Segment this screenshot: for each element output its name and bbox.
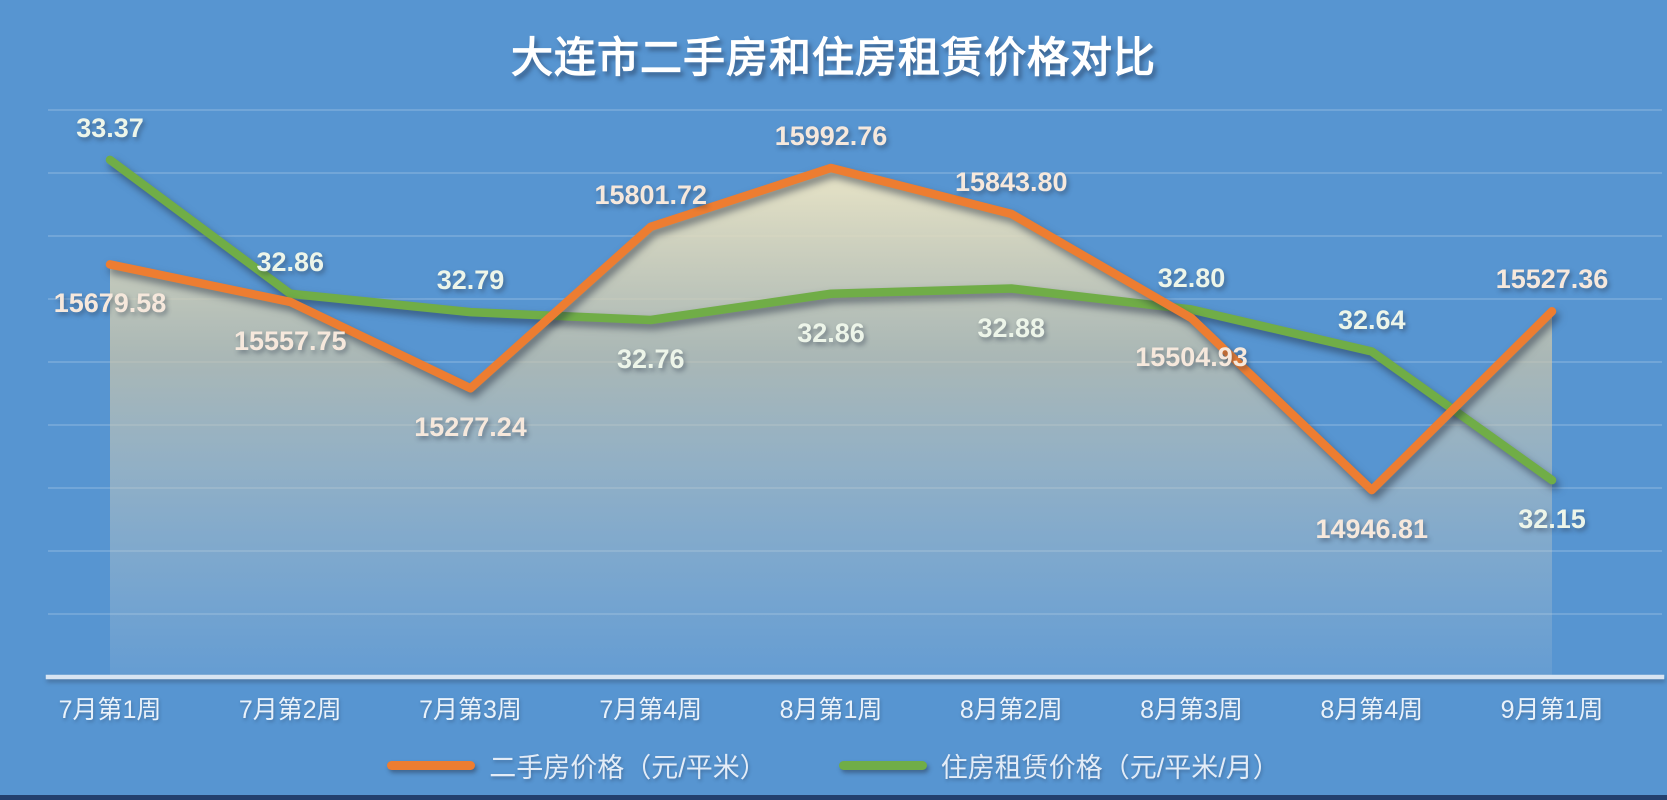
chart-title: 大连市二手房和住房租赁价格对比 [510, 34, 1156, 81]
x-axis-label: 8月第4周 [1320, 696, 1424, 724]
secondhand-data-label: 15504.93 [1135, 342, 1248, 373]
x-axis-label: 7月第3周 [419, 696, 522, 724]
secondhand-line [105, 163, 1557, 495]
secondhand-data-label: 15527.36 [1495, 264, 1609, 295]
rental-data-label: 32.79 [436, 265, 505, 296]
secondhand-data-label: 14946.81 [1315, 514, 1429, 545]
rental-data-label: 32.88 [977, 312, 1046, 343]
x-axis-label: 8月第3周 [1140, 696, 1243, 724]
legend-item-secondhand: 二手房价格（元/平米） [387, 746, 767, 785]
x-axis-label: 8月第1周 [779, 696, 883, 724]
rental-data-label: 32.86 [256, 246, 325, 277]
secondhand-data-label: 15557.75 [233, 325, 347, 356]
rental-line [105, 155, 1557, 485]
legend-item-rental: 住房租赁价格（元/平米/月） [838, 746, 1280, 785]
bottom-accent-strip [0, 795, 1667, 800]
rental-data-label: 32.64 [1337, 304, 1406, 335]
x-axis-label: 8月第2周 [959, 696, 1063, 724]
secondhand-data-label: 15679.58 [53, 288, 167, 319]
secondhand-data-label: 15277.24 [414, 412, 527, 443]
rental-legend-swatch [838, 761, 927, 770]
x-axis-label: 7月第4周 [599, 696, 703, 724]
rental-data-label: 32.80 [1157, 262, 1226, 293]
secondhand-data-label: 15992.76 [774, 120, 888, 151]
rental-legend-label: 住房租赁价格（元/平米/月） [940, 753, 1280, 783]
legend: 二手房价格（元/平米） 住房租赁价格（元/平米/月） [0, 746, 1667, 785]
rental-data-label: 33.37 [76, 112, 144, 143]
secondhand-legend-swatch [387, 761, 476, 770]
rental-data-label: 32.86 [797, 317, 865, 348]
secondhand-data-label: 15843.80 [954, 166, 1068, 197]
x-axis-label: 7月第1周 [58, 696, 162, 724]
secondhand-legend-label: 二手房价格（元/平米） [489, 753, 767, 783]
x-axis-label: 9月第1周 [1500, 696, 1604, 724]
secondhand-area-fill [110, 167, 1552, 678]
rental-data-label: 32.76 [616, 344, 685, 374]
rental-data-label: 32.15 [1518, 504, 1586, 535]
secondhand-data-label: 15801.72 [594, 179, 708, 210]
x-axis-label: 7月第2周 [238, 696, 342, 724]
